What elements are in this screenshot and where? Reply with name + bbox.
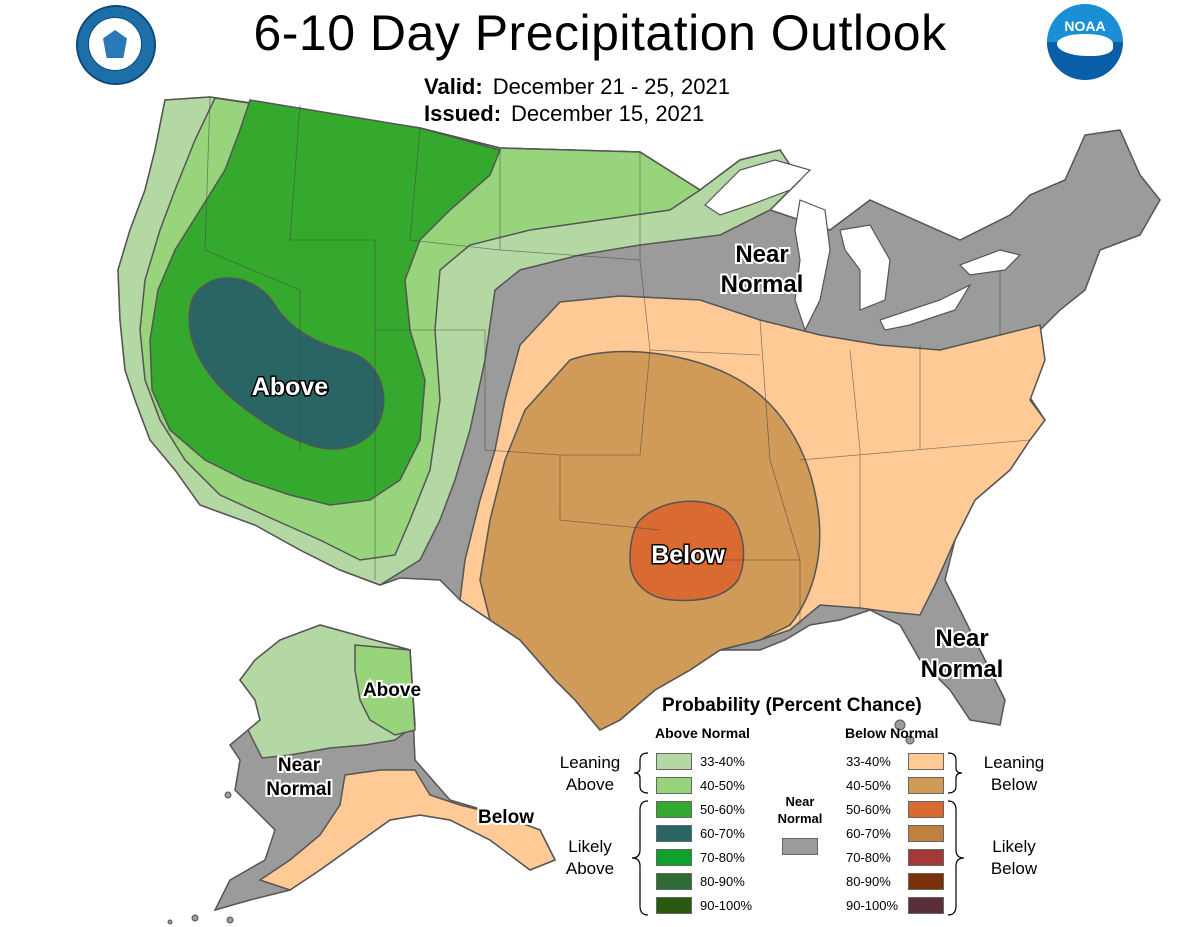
map-label-near-normal-se-line2: Normal bbox=[921, 656, 1004, 683]
state-boundaries bbox=[204, 96, 1031, 625]
legend-leaning-above-line1: Leaning bbox=[559, 753, 621, 772]
legend-likely-above-label: Likely Above bbox=[554, 836, 626, 880]
legend-above-swatch-1 bbox=[656, 777, 692, 794]
issued-label: Issued: bbox=[424, 101, 502, 126]
legend-below-swatch-4 bbox=[908, 849, 944, 866]
legend-above-label-3: 60-70% bbox=[700, 826, 745, 841]
map-label-near-normal-ak-line2: Normal bbox=[266, 779, 331, 800]
map-label-above-conus: Above bbox=[252, 373, 329, 401]
map-label-below-conus: Below bbox=[651, 541, 725, 569]
conus-above-60-70-region bbox=[188, 277, 385, 450]
legend-above-label-6: 90-100% bbox=[700, 898, 753, 913]
legend-below-header: Below Normal bbox=[845, 725, 939, 741]
islands bbox=[167, 719, 915, 925]
legend-near-normal-line1: Near bbox=[785, 794, 815, 809]
legend-braces bbox=[631, 752, 965, 916]
legend-likely-below-line2: Below bbox=[990, 859, 1038, 878]
legend-leaning-below-line2: Below bbox=[990, 775, 1038, 794]
map-label-near-normal-ak-line1: Near bbox=[278, 755, 321, 776]
legend-above-label-2: 50-60% bbox=[700, 802, 745, 817]
legend-above-swatch-6 bbox=[656, 897, 692, 914]
legend-likely-below-label: Likely Below bbox=[976, 836, 1052, 880]
legend-above-header: Above Normal bbox=[655, 725, 750, 741]
legend-below-swatch-6 bbox=[908, 897, 944, 914]
legend-above-swatch-5 bbox=[656, 873, 692, 890]
page-title: 6-10 Day Precipitation Outlook bbox=[253, 5, 947, 61]
legend-above-label-1: 40-50% bbox=[700, 778, 745, 793]
legend-below-label-6: 90-100% bbox=[846, 898, 899, 913]
issued-value: December 15, 2021 bbox=[511, 101, 705, 126]
great-lakes bbox=[704, 159, 1022, 332]
legend-above-label-4: 70-80% bbox=[700, 850, 745, 865]
legend-leaning-above-label: Leaning Above bbox=[554, 752, 626, 796]
legend-leaning-above-line2: Above bbox=[565, 775, 615, 794]
legend-above-swatch-4 bbox=[656, 849, 692, 866]
legend-title: Probability (Percent Chance) bbox=[662, 695, 922, 716]
legend-above-swatch-3 bbox=[656, 825, 692, 842]
legend-above-swatch-2 bbox=[656, 801, 692, 818]
valid-line: Valid: December 21 - 25, 2021 bbox=[424, 74, 730, 100]
legend-below-label-3: 60-70% bbox=[846, 826, 891, 841]
map-label-below-alaska: Below bbox=[478, 807, 534, 828]
legend-near-normal-line2: Normal bbox=[777, 811, 823, 826]
map-label-near-normal-north-line2: Normal bbox=[721, 271, 804, 298]
map-label-above-alaska: Above bbox=[363, 680, 421, 701]
legend-below-label-4: 70-80% bbox=[846, 850, 891, 865]
alaska-below-33-40-region bbox=[258, 769, 557, 891]
legend-likely-below-line1: Likely bbox=[992, 837, 1036, 856]
noaa-logo-icon: NOAA bbox=[1047, 4, 1123, 80]
legend-below-label-0: 33-40% bbox=[846, 754, 891, 769]
valid-label: Valid: bbox=[424, 74, 483, 99]
legend-above-swatch-0 bbox=[656, 753, 692, 770]
legend-below-label-1: 40-50% bbox=[846, 778, 891, 793]
legend-leaning-below-line1: Leaning bbox=[983, 753, 1045, 772]
map-label-near-normal-north-line1: Near bbox=[735, 241, 788, 268]
legend-likely-above-line2: Above bbox=[565, 859, 615, 878]
legend-near-normal-header: Near Normal bbox=[770, 793, 830, 827]
legend-above-label-5: 80-90% bbox=[700, 874, 745, 889]
issued-line: Issued: December 15, 2021 bbox=[424, 101, 704, 127]
alaska-above-40-50-region bbox=[354, 644, 416, 736]
department-of-commerce-seal-icon bbox=[76, 5, 156, 85]
legend-below-swatch-5 bbox=[908, 873, 944, 890]
valid-value: December 21 - 25, 2021 bbox=[492, 74, 730, 99]
legend-near-normal-swatch bbox=[782, 838, 818, 855]
legend-likely-above-line1: Likely bbox=[568, 837, 612, 856]
conus-below-50-60-region bbox=[629, 500, 745, 602]
legend-below-swatch-1 bbox=[908, 777, 944, 794]
legend-below-label-5: 80-90% bbox=[846, 874, 891, 889]
legend-leaning-below-label: Leaning Below bbox=[976, 752, 1052, 796]
map-label-near-normal-se-line1: Near bbox=[935, 625, 988, 652]
legend-below-swatch-0 bbox=[908, 753, 944, 770]
legend-below-swatch-3 bbox=[908, 825, 944, 842]
legend-below-swatch-2 bbox=[908, 801, 944, 818]
legend-above-label-0: 33-40% bbox=[700, 754, 745, 769]
legend-below-label-2: 50-60% bbox=[846, 802, 891, 817]
